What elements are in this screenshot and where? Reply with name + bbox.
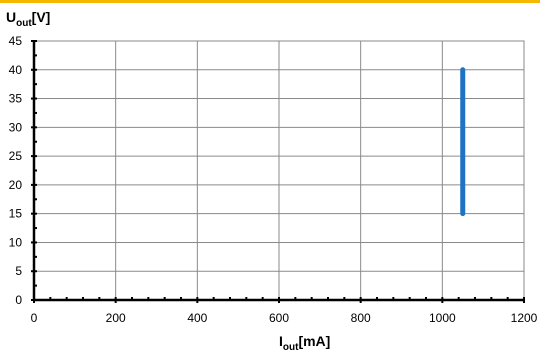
y-tick-label: 30 — [9, 120, 23, 134]
x-tick-label: 400 — [187, 311, 207, 325]
y-tick-label: 45 — [9, 34, 23, 48]
axes — [31, 40, 525, 303]
x-axis-title-unit: [mA] — [298, 333, 330, 349]
y-axis-title-unit: [V] — [32, 9, 51, 25]
x-tick-label: 1000 — [429, 311, 456, 325]
x-axis-title: Iout[mA] — [279, 333, 330, 351]
x-tick-label: 800 — [351, 311, 371, 325]
x-tick-label: 1200 — [511, 311, 538, 325]
y-tick-label: 0 — [15, 293, 22, 307]
y-tick-label: 15 — [9, 207, 23, 221]
y-axis-title-sub: out — [16, 18, 32, 29]
top-accent-rule — [0, 0, 540, 3]
y-tick-label: 20 — [9, 178, 23, 192]
y-axis-title-main: U — [6, 9, 16, 25]
grid — [33, 40, 525, 301]
y-tick-labels: 0 5 10 15 20 25 30 35 40 45 — [9, 34, 23, 307]
x-axis-title-sub: out — [283, 342, 299, 351]
y-tick-label: 5 — [15, 264, 22, 278]
x-tick-labels: 0 200 400 600 800 1000 1200 — [31, 311, 538, 325]
y-tick-label: 40 — [9, 63, 23, 77]
x-axis-title-main: I — [279, 333, 283, 349]
y-tick-label: 10 — [9, 235, 23, 249]
y-tick-label: 35 — [9, 92, 23, 106]
x-tick-label: 200 — [106, 311, 126, 325]
y-tick-label: 25 — [9, 149, 23, 163]
y-axis-title: Uout[V] — [6, 9, 50, 29]
x-tick-label: 0 — [31, 311, 38, 325]
x-tick-label: 600 — [269, 311, 289, 325]
